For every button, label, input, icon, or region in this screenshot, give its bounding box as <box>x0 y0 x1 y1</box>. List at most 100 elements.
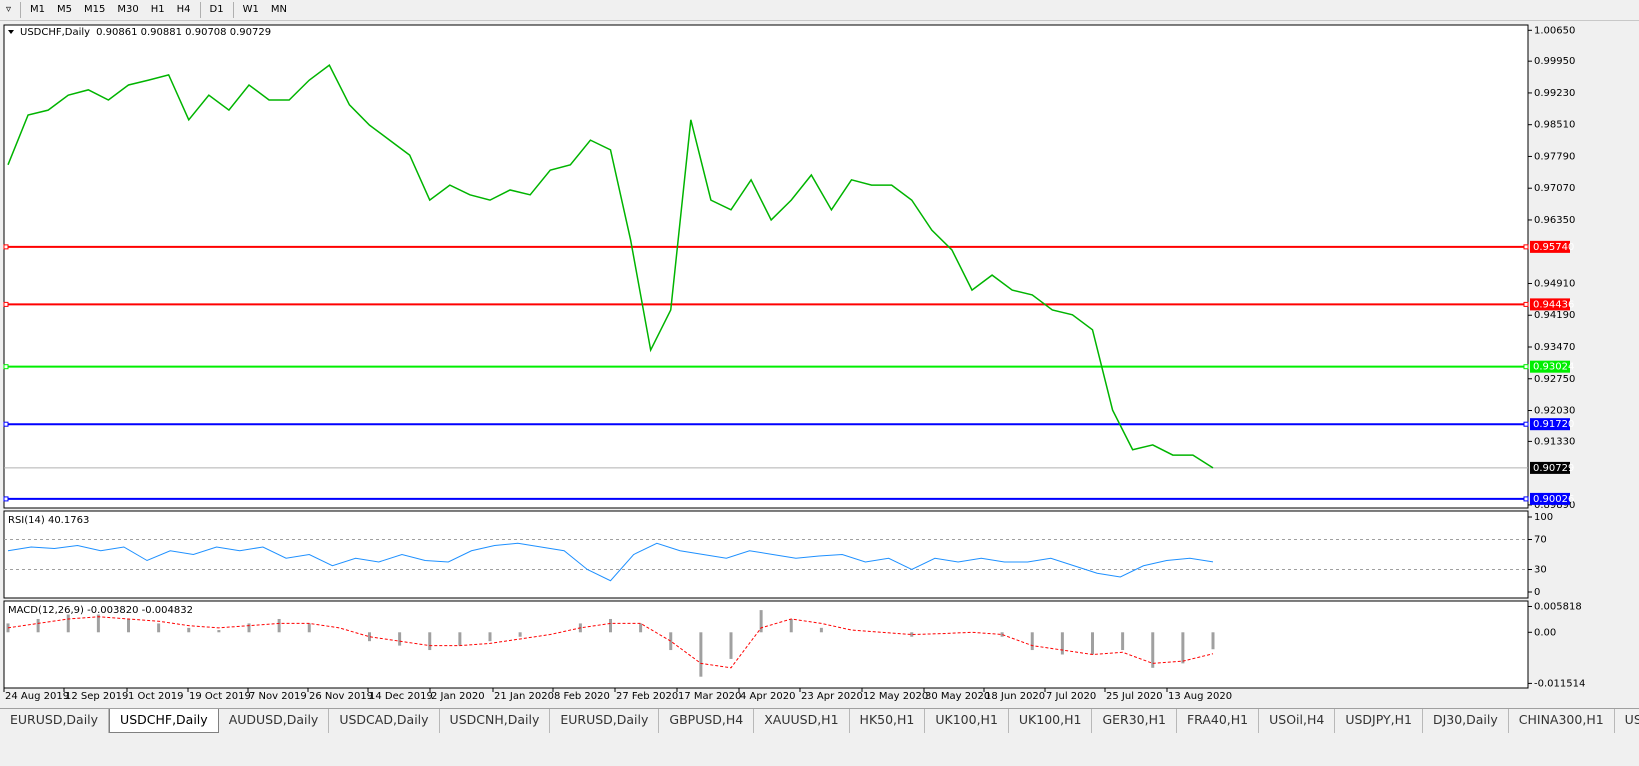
x-tick-label: 12 Sep 2019 <box>65 691 128 702</box>
level-label: 0.95740 <box>1533 242 1574 253</box>
timeframe-button[interactable]: H1 <box>150 4 165 15</box>
price-series <box>7 64 1214 469</box>
x-tick-label: 24 Aug 2019 <box>5 691 69 702</box>
quote: 0.90861 0.90881 0.90708 0.90729 <box>96 27 271 38</box>
x-tick-label: 27 Feb 2020 <box>616 691 678 702</box>
panel-frame <box>3 510 1529 599</box>
chart-tab[interactable]: UK100,H1 <box>925 709 1009 733</box>
level-handle <box>1523 496 1529 502</box>
separator <box>232 2 234 18</box>
chart-tab[interactable]: EURUSD,Daily <box>550 709 660 733</box>
price-label: 0.90729 <box>1533 463 1574 474</box>
level-label: 0.94436 <box>1533 299 1574 310</box>
y-tick-label: 0.96350 <box>1534 215 1575 226</box>
chart-tab[interactable]: GBPUSD,H4 <box>659 709 755 733</box>
x-tick-label: 30 May 2020 <box>925 691 990 702</box>
y-tick-label: 100 <box>1534 512 1553 523</box>
timeframe-button[interactable]: MN <box>270 4 287 15</box>
timeframe-button[interactable]: M30 <box>117 4 139 15</box>
symbol: USDCHF,Daily <box>20 27 90 38</box>
y-tick-label: 0.89890 <box>1534 500 1575 511</box>
chart-tab[interactable]: GER30,H1 <box>1092 709 1177 733</box>
separator <box>20 2 22 18</box>
timeframe-button[interactable]: M15 <box>84 4 106 15</box>
timeframe-button[interactable]: M5 <box>57 4 73 15</box>
panel-frame <box>3 600 1529 689</box>
x-tick-label: 26 Nov 2019 <box>309 691 373 702</box>
level-label: 0.91720 <box>1533 419 1574 430</box>
chart-tab[interactable]: FRA40,H1 <box>1177 709 1260 733</box>
chart-tab[interactable]: CHINA300,H1 <box>1509 709 1615 733</box>
x-tick-label: 7 Nov 2019 <box>249 691 307 702</box>
y-tick-label: 0.92030 <box>1534 406 1575 417</box>
level-box <box>1530 240 1570 253</box>
y-tick-label: 0.92750 <box>1534 374 1575 385</box>
chart-tab[interactable]: USDCNH,Daily <box>440 709 551 733</box>
rsi-label: RSI(14) 40.1763 <box>8 515 89 526</box>
y-tick-label: 0 <box>1534 587 1540 598</box>
x-tick-label: 19 Oct 2019 <box>189 691 251 702</box>
y-tick-label: 70 <box>1534 535 1547 546</box>
level-handle <box>1523 421 1529 427</box>
chart-tab[interactable]: USDCAD,Daily <box>329 709 440 733</box>
x-tick-label: 8 Feb 2020 <box>554 691 610 702</box>
x-tick-label: 17 Mar 2020 <box>678 691 741 702</box>
level-box <box>1530 360 1570 373</box>
collapse-arrow <box>8 30 14 34</box>
y-tick-label: 0.97070 <box>1534 183 1575 194</box>
x-tick-label: 23 Apr 2020 <box>801 691 863 702</box>
level-handle <box>3 421 9 427</box>
x-tick-label: 14 Dec 2019 <box>369 691 433 702</box>
timeframe-button[interactable]: W1 <box>242 4 259 15</box>
tool-menu[interactable]: ▿ <box>6 4 12 15</box>
x-tick-label: 13 Aug 2020 <box>1168 691 1232 702</box>
x-tick-label: 2 Jan 2020 <box>431 691 485 702</box>
panel-frame <box>3 24 1529 509</box>
y-tick-label: 30 <box>1534 565 1547 576</box>
x-tick-label: 25 Jul 2020 <box>1106 691 1163 702</box>
chart-tabs: EURUSD,Daily USDCHF,Daily AUDUSD,Daily USDC… <box>0 708 1639 733</box>
level-handle <box>3 301 9 307</box>
timeframe-button[interactable]: D1 <box>209 4 224 15</box>
level-box <box>1530 492 1570 505</box>
chart-tab[interactable]: USDCHF,Daily <box>109 709 219 733</box>
chart-tab[interactable]: EURUSD,Daily <box>0 709 110 733</box>
chart-tab[interactable]: HK50,H1 <box>850 709 926 733</box>
chart: 1.00650 0.99950 0.99230 0.98510 0.97790 0.970… <box>3 24 1585 702</box>
chart-tab[interactable]: USOil,H4 <box>1259 709 1336 733</box>
macd-signal <box>7 616 1214 669</box>
timeframe-button[interactable]: M1 <box>30 4 46 15</box>
level-box <box>1530 298 1570 311</box>
y-tick-label: 0.94190 <box>1534 310 1575 321</box>
level-handle <box>3 364 9 370</box>
level-handle <box>3 244 9 250</box>
chart-title: USDCHF,Daily 0.90861 0.90881 0.90708 0.90… <box>20 27 271 38</box>
x-tick-label: 21 Jan 2020 <box>494 691 554 702</box>
timeframe-toolbar: ▿ M1 M5 M15 M30 H1 H4 D1 W1 MN <box>0 0 1639 21</box>
chart-tab[interactable]: DJ30,Daily <box>1423 709 1509 733</box>
y-tick-label: 0.91330 <box>1534 436 1575 447</box>
y-tick-label: 0.99230 <box>1534 88 1575 99</box>
chart-tab[interactable]: XAUUSD,H1 <box>754 709 850 733</box>
chart-tab[interactable]: USOil,H1 <box>1615 709 1639 733</box>
chart-tab[interactable]: AUDUSD,Daily <box>219 709 330 733</box>
level-handle <box>1523 244 1529 250</box>
x-tick-label: 7 Jul 2020 <box>1046 691 1096 702</box>
timeframe-button[interactable]: H4 <box>176 4 191 15</box>
level-label: 0.93024 <box>1533 362 1574 373</box>
y-tick-label: 0.94910 <box>1534 278 1575 289</box>
x-tick-label: 18 Jun 2020 <box>985 691 1045 702</box>
y-tick-label: 0.93470 <box>1534 342 1575 353</box>
x-tick-label: 1 Oct 2019 <box>128 691 183 702</box>
level-label: 0.90026 <box>1533 494 1574 505</box>
level-handle <box>1523 301 1529 307</box>
separator <box>199 2 201 18</box>
y-tick-label: 0.98510 <box>1534 120 1575 131</box>
x-tick-label: 4 Apr 2020 <box>740 691 795 702</box>
rsi-line <box>7 542 1214 582</box>
chart-tab[interactable]: USDJPY,H1 <box>1335 709 1423 733</box>
chart-tab[interactable]: UK100,H1 <box>1009 709 1093 733</box>
x-tick-label: 12 May 2020 <box>863 691 928 702</box>
